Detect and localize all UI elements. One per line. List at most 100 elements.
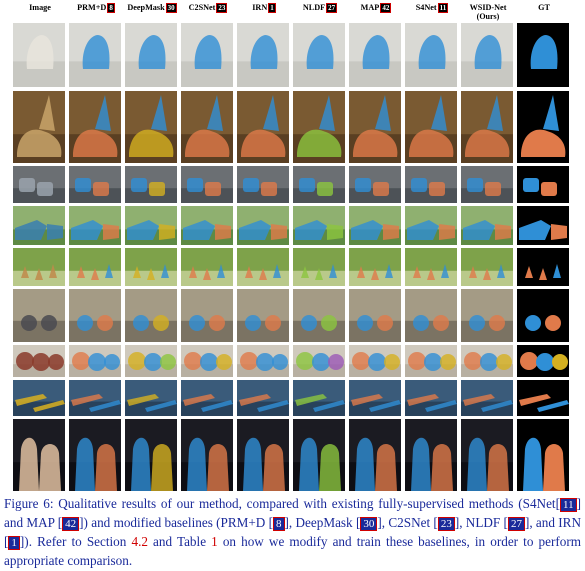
ref-c2snet[interactable]: 23 <box>437 517 455 531</box>
column-header-3: C2SNet 23 <box>181 2 235 13</box>
result-cell-deer-0 <box>13 248 65 286</box>
segment-mask <box>144 353 162 371</box>
thumbnail-kayaks <box>13 380 65 416</box>
thumbnail-bikes <box>293 289 345 342</box>
segment-mask <box>207 444 229 491</box>
thumbnail-cars <box>125 166 177 203</box>
column-header-ref[interactable]: 8 <box>107 3 115 13</box>
segment-mask <box>203 268 211 280</box>
segment-mask <box>467 437 487 491</box>
result-cell-deer-8 <box>461 248 513 286</box>
thumbnail-deer <box>69 248 121 286</box>
segment-mask <box>351 394 383 406</box>
result-cell-puppy-1 <box>69 23 121 87</box>
segment-mask <box>200 353 218 371</box>
thumbnail-deer <box>461 248 513 286</box>
result-cell-deer-5 <box>293 248 345 286</box>
result-cell-kayaks-4 <box>237 380 289 416</box>
result-cell-cars-7 <box>405 166 457 203</box>
result-cell-cars-3 <box>181 166 233 203</box>
segment-mask <box>37 182 53 196</box>
column-header-ref[interactable]: 42 <box>380 3 392 13</box>
segment-mask <box>15 394 47 406</box>
segment-mask <box>217 264 225 278</box>
result-cell-kayaks-9 <box>517 380 569 416</box>
column-header-ref[interactable]: 23 <box>216 3 228 13</box>
thumbnail-cat-hat <box>181 91 233 163</box>
ref-irn[interactable]: 1 <box>8 536 20 550</box>
segment-mask <box>383 224 399 240</box>
ref-s4net[interactable]: 11 <box>559 498 577 512</box>
ref-deepmask[interactable]: 30 <box>360 517 378 531</box>
column-header-ref[interactable]: 1 <box>268 3 276 13</box>
segment-mask <box>250 35 278 69</box>
segment-mask <box>474 35 502 69</box>
segment-mask <box>467 178 483 192</box>
ref-map[interactable]: 42 <box>62 517 80 531</box>
caption-text-5: ], C2SNet [ <box>377 515 438 530</box>
ref-nldf[interactable]: 27 <box>507 517 525 531</box>
thumbnail-bags <box>293 345 345 377</box>
segment-mask <box>543 444 565 491</box>
segment-mask <box>539 268 547 280</box>
segment-mask <box>19 178 35 192</box>
segment-mask <box>427 268 435 280</box>
segment-mask <box>261 182 277 196</box>
result-cell-bikes-7 <box>405 289 457 342</box>
result-cell-kayaks-1 <box>69 380 121 416</box>
thumbnail-tractor <box>349 206 401 245</box>
thumbnail-deer <box>405 248 457 286</box>
segment-mask <box>161 264 169 278</box>
segment-mask <box>440 354 456 370</box>
ref-prmd[interactable]: 8 <box>273 517 285 531</box>
segment-mask <box>489 315 505 331</box>
segment-mask <box>103 224 119 240</box>
thumbnail-cat-hat <box>405 91 457 163</box>
column-header-ref[interactable]: 27 <box>326 3 338 13</box>
segment-mask <box>215 224 231 240</box>
segment-mask <box>97 315 113 331</box>
segment-mask <box>553 264 561 278</box>
segment-mask <box>319 95 335 131</box>
segment-mask <box>245 266 253 278</box>
thumbnail-cars <box>517 166 569 203</box>
segment-mask <box>321 315 337 331</box>
segment-mask <box>295 220 327 240</box>
segment-mask <box>552 354 568 370</box>
result-cell-bikes-2 <box>125 289 177 342</box>
column-header-4: IRN 1 <box>237 2 291 13</box>
column-header-ref[interactable]: 11 <box>437 3 449 13</box>
segment-mask <box>72 352 90 370</box>
column-header-ref[interactable]: 30 <box>165 3 177 13</box>
segment-mask <box>481 400 513 412</box>
segment-mask <box>21 266 29 278</box>
result-cell-people-9 <box>517 419 569 491</box>
section-link[interactable]: 4.2 <box>131 534 148 549</box>
segment-mask <box>306 35 334 69</box>
segment-mask <box>413 315 429 331</box>
result-cell-puppy-0 <box>13 23 65 87</box>
result-cell-tractor-8 <box>461 206 513 245</box>
segment-mask <box>497 264 505 278</box>
segment-mask <box>77 266 85 278</box>
segment-mask <box>525 315 541 331</box>
thumbnail-puppy <box>405 23 457 87</box>
thumbnail-cat-hat <box>517 91 569 163</box>
segment-mask <box>537 400 569 412</box>
segment-mask <box>521 129 566 157</box>
column-header-2: DeepMask 30 <box>125 2 179 13</box>
result-cell-cars-2 <box>125 166 177 203</box>
caption-text-1: Qualitative results of our method, compa… <box>58 496 560 511</box>
segment-mask <box>259 268 267 280</box>
segment-mask <box>133 315 149 331</box>
result-cell-tractor-4 <box>237 206 289 245</box>
thumbnail-cars <box>293 166 345 203</box>
thumbnail-ground <box>293 320 345 342</box>
result-cell-deer-7 <box>405 248 457 286</box>
result-cell-bikes-8 <box>461 289 513 342</box>
segment-mask <box>35 268 43 280</box>
segment-mask <box>88 353 106 371</box>
table-link[interactable]: 1 <box>211 534 218 549</box>
thumbnail-kayaks <box>69 380 121 416</box>
thumbnail-tractor <box>69 206 121 245</box>
